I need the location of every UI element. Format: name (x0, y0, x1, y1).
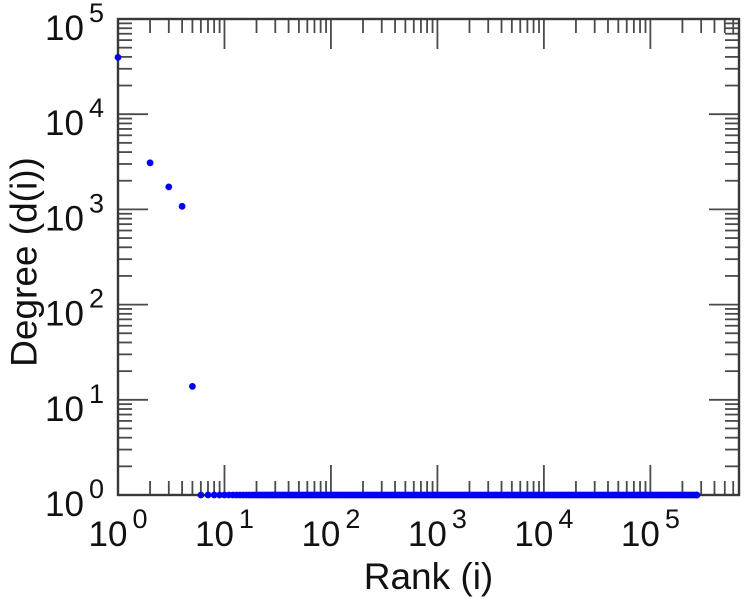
data-point (165, 183, 173, 191)
tick-label: 10 4 (514, 504, 573, 554)
plot-frame (116, 17, 741, 497)
data-point (204, 491, 212, 499)
tick-label: 10 1 (45, 379, 104, 429)
tick-label: 10 1 (195, 504, 254, 554)
data-point (197, 491, 205, 499)
data-point (178, 202, 186, 210)
x-axis-title: Rank (i) (363, 556, 494, 597)
data-point (114, 54, 122, 61)
data-points (114, 54, 701, 499)
data-point (189, 383, 196, 390)
tick-label: 10 0 (89, 504, 148, 554)
tick-label: 10 2 (301, 504, 360, 554)
data-point (216, 491, 224, 499)
tick-label: 10 2 (45, 284, 104, 334)
y-axis-title: Degree (d(i)) (3, 157, 45, 367)
tick-label: 10 5 (621, 504, 680, 554)
tick-label: 10 4 (45, 93, 104, 143)
data-point (210, 491, 218, 499)
data-point (693, 491, 701, 499)
x-axis-ticks (117, 19, 735, 495)
tick-label: 10 0 (45, 474, 104, 524)
tick-label: 10 3 (408, 504, 467, 554)
y-axis-ticks (118, 18, 739, 496)
data-point (146, 159, 154, 167)
tick-label: 10 3 (45, 188, 104, 238)
x-tick-labels: 10 0 10 1 10 2 10 3 10 4 10 5 (89, 504, 680, 554)
tick-label: 10 5 (45, 0, 104, 48)
